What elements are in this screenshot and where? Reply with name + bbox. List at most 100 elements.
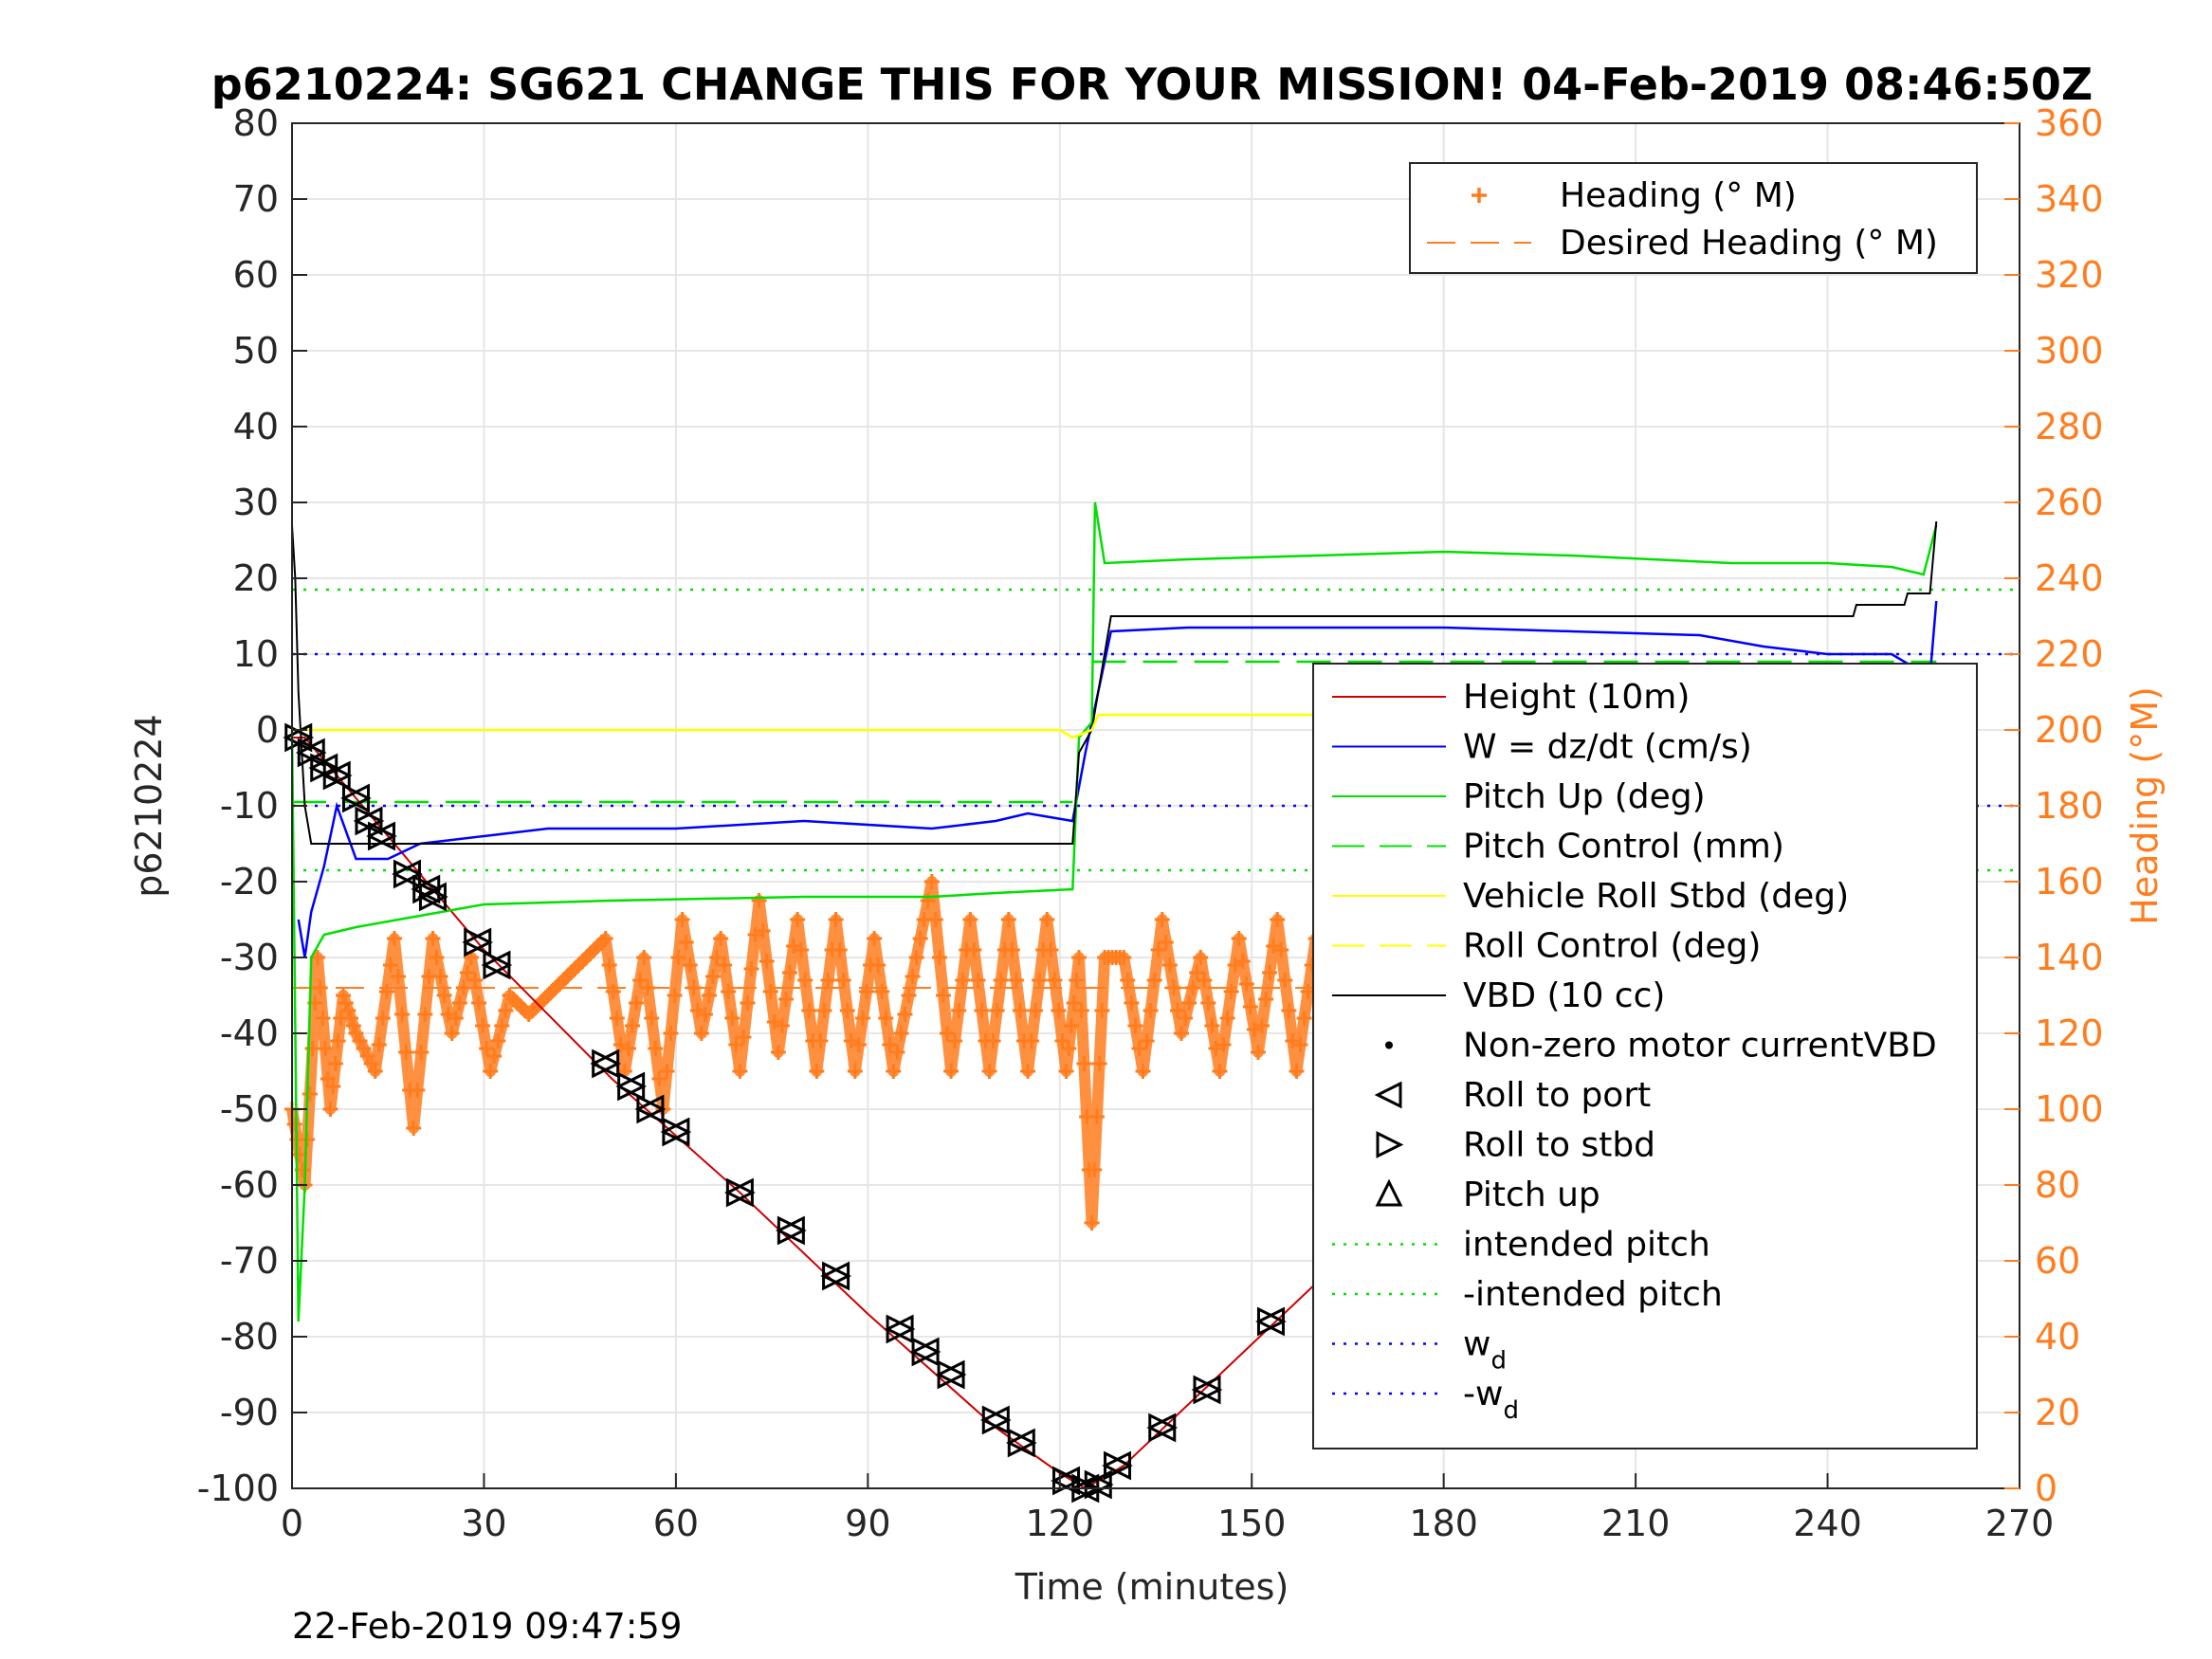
y-tick-label: 30: [233, 482, 279, 523]
legend-main-label: Height (10m): [1463, 678, 1690, 717]
heading-plus-marker: [850, 1037, 867, 1052]
heading-plus-marker: [777, 992, 794, 1007]
heading-plus-marker: [1028, 1003, 1044, 1018]
y2-tick-label: 160: [2035, 861, 2104, 902]
heading-plus-marker: [889, 1045, 905, 1060]
heading-plus-marker: [304, 1041, 320, 1056]
heading-plus-marker: [629, 995, 645, 1011]
heading-plus-marker: [970, 973, 986, 988]
heading-plus-marker: [912, 931, 928, 946]
heading-plus-marker: [1173, 1026, 1189, 1041]
heading-plus-marker: [1197, 973, 1213, 988]
heading-plus-marker: [751, 893, 767, 908]
heading-plus-marker: [1146, 973, 1162, 988]
y-tick-label: 0: [256, 709, 279, 751]
roll-stbd-marker: [636, 1094, 667, 1124]
heading-plus-marker: [1091, 1056, 1107, 1071]
heading-plus-marker: [835, 973, 851, 988]
y-tick-label: 10: [233, 633, 279, 675]
legend-main-label: -intended pitch: [1463, 1275, 1723, 1314]
heading-plus-marker: [605, 984, 621, 999]
y-tick-label: -10: [220, 785, 279, 827]
heading-plus-marker: [940, 1026, 956, 1041]
y-tick-label: 70: [233, 178, 279, 220]
heading-plus-marker: [870, 957, 887, 973]
heading-plus-marker: [644, 1011, 660, 1026]
heading-plus-marker: [632, 973, 649, 988]
heading-plus-marker: [1258, 992, 1274, 1007]
heading-plus-marker: [436, 988, 452, 1003]
y-tick-label: -50: [220, 1088, 279, 1130]
heading-plus-marker: [1000, 912, 1016, 927]
heading-plus-marker: [1032, 973, 1048, 988]
heading-plus-marker: [663, 1026, 679, 1041]
chart-title: p6210224: SG621 CHANGE THIS FOR YOUR MIS…: [211, 59, 2093, 110]
y2-tick-label: 200: [2035, 709, 2104, 751]
heading-plus-marker: [1165, 980, 1181, 995]
heading-plus-marker: [1063, 1018, 1079, 1033]
heading-plus-marker: [429, 950, 445, 965]
heading-plus-marker: [674, 912, 690, 927]
heading-plus-marker: [981, 1064, 997, 1079]
heading-plus-marker: [1169, 1003, 1185, 1018]
heading-plus-marker: [471, 995, 487, 1011]
y-tick-label: 50: [233, 330, 279, 372]
heading-plus-marker: [459, 965, 475, 980]
legend-heading-label: Desired Heading (° M): [1560, 224, 1938, 263]
legend-main: Height (10m) W = dz/dt (cm/s) Pitch Up (de…: [1312, 663, 1978, 1449]
heading-plus-marker: [1069, 973, 1085, 988]
heading-plus-marker: [828, 912, 844, 927]
roll-stbd-marker: [464, 927, 494, 957]
y2-tick-label: 80: [2035, 1164, 2080, 1206]
heading-plus-marker: [797, 973, 814, 988]
heading-plus-marker: [451, 995, 467, 1011]
heading-plus-marker: [1135, 1064, 1151, 1079]
heading-plus-marker: [1158, 935, 1174, 950]
heading-plus-marker: [1154, 912, 1170, 927]
heading-plus-marker: [640, 980, 656, 995]
heading-plus-marker: [736, 1030, 752, 1045]
heading-plus-marker: [597, 931, 613, 946]
y-tick-label: 40: [233, 406, 279, 447]
heading-plus-marker: [483, 1064, 499, 1079]
heading-plus-marker: [636, 950, 652, 965]
x-tick-label: 120: [1026, 1503, 1095, 1544]
heading-plus-marker: [417, 1007, 433, 1022]
heading-plus-marker: [601, 957, 617, 973]
y2-tick-label: 260: [2035, 482, 2104, 523]
heading-plus-marker: [709, 950, 725, 965]
y-tick-label: 20: [233, 557, 279, 599]
heading-plus-marker: [651, 1071, 667, 1086]
legend-subscript: d: [1503, 1396, 1519, 1425]
roll-stbd-marker: [322, 760, 353, 791]
heading-plus-marker: [410, 1083, 426, 1098]
heading-plus-marker: [659, 1064, 675, 1079]
heading-plus-marker: [498, 1003, 514, 1018]
y2-tick-label: 340: [2035, 178, 2104, 220]
legend-dot-swatch: [1385, 1041, 1393, 1049]
x-tick-label: 210: [1601, 1503, 1671, 1544]
heading-plus-marker: [962, 912, 978, 927]
heading-plus-marker: [455, 980, 471, 995]
heading-plus-marker: [743, 961, 759, 976]
y-tick-label: 60: [233, 254, 279, 296]
heading-plus-marker: [794, 942, 810, 957]
heading-plus-marker: [1004, 942, 1020, 957]
heading-plus-marker: [1131, 1041, 1147, 1056]
heading-plus-marker: [1289, 1064, 1305, 1079]
heading-plus-marker: [1231, 931, 1247, 946]
heading-plus-marker: [1273, 942, 1289, 957]
y-tick-label: -20: [220, 861, 279, 902]
roll-stbd-marker: [777, 1215, 807, 1246]
heading-plus-marker: [1193, 950, 1209, 965]
heading-plus-marker: [318, 1041, 334, 1056]
heading-plus-marker: [882, 1037, 898, 1052]
legend-main-label: Non-zero motor currentVBD: [1463, 1027, 1937, 1066]
y-tick-label: 80: [233, 102, 279, 144]
heading-plus-marker: [843, 1033, 859, 1048]
heading-plus-marker: [1012, 1003, 1028, 1018]
heading-plus-marker: [1254, 1018, 1271, 1033]
y-tick-label: -80: [220, 1316, 279, 1358]
heading-plus-marker: [701, 988, 717, 1003]
